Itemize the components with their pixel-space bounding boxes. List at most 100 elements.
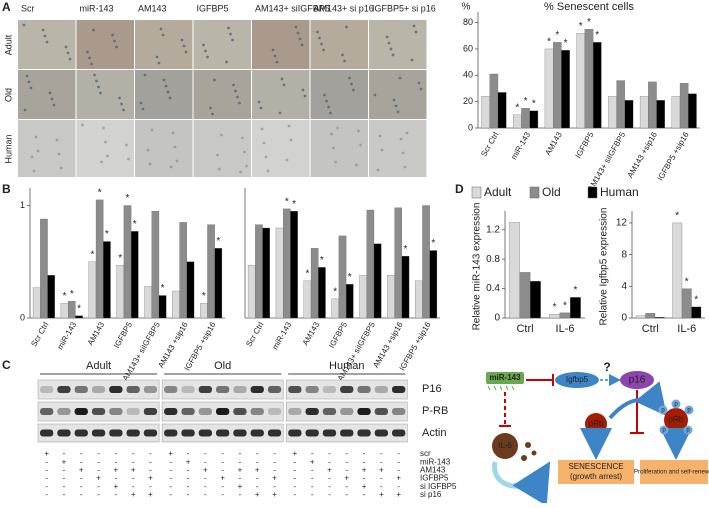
condition-cell: - [80,474,83,483]
condition-cell: - [45,490,48,499]
bar [584,29,594,129]
panel-label: D [455,182,464,196]
condition-cell: - [221,457,224,466]
bar [338,235,347,319]
cell-speck [239,170,242,174]
cell-speck [173,145,177,149]
igfbp5-label: Igfbp5 [566,375,589,384]
il6-label: IL-6 [498,441,512,450]
cell-speck [93,73,96,77]
cell-speck [164,84,168,88]
bar [509,222,520,319]
condition-cell: + [344,474,349,483]
phospho-label: p [674,402,678,408]
cell-speck [175,159,179,163]
legend-swatch [587,186,598,199]
cell-speck [373,93,377,97]
blot-band [109,386,123,393]
bar [429,250,438,319]
condition-cell: + [62,457,67,466]
significance: * [685,276,689,287]
bar [519,272,531,319]
cell-speck [343,59,346,63]
condition-cell: - [345,466,348,475]
condition-cell: + [310,457,315,466]
cell-speck [180,38,184,42]
bar [422,205,430,319]
condition-cell: - [221,482,224,491]
blot-band [198,429,212,437]
bar [123,205,132,319]
condition-cell: - [221,466,224,475]
bar [47,275,55,319]
y-axis-label: Relative Igfbp5 expression [599,208,610,326]
row-label: Human [3,134,13,163]
cell-speck [57,152,61,156]
condition-label: scr [420,449,431,458]
bar [394,207,402,319]
condition-cell: - [204,449,207,458]
cell-speck [271,48,275,52]
blot-band [392,386,406,393]
cell-speck [273,54,277,58]
condition-cell: + [327,466,332,475]
cell-speck [243,150,246,154]
diagram [486,371,692,507]
condition-cell: + [96,474,101,483]
cell-speck [213,78,216,82]
cell-speck [218,167,221,171]
micrograph [369,20,427,69]
condition-cell: + [168,449,173,458]
cell-speck [48,91,52,95]
cell-speck [23,108,27,112]
bar [116,264,125,319]
bar [656,100,665,129]
blot-band [374,429,388,437]
condition-cell: + [114,482,119,491]
y-tick-label: 40 [463,70,473,80]
condition-cell: - [132,457,135,466]
bar [303,280,312,319]
prb-phospho-label: pRb [669,415,684,424]
bar [255,224,263,319]
condition-cell: - [169,482,172,491]
cell-speck [161,33,165,37]
cell-speck [127,157,130,161]
arrow [608,381,668,420]
condition-cell: - [294,482,297,491]
blot-band [357,386,371,393]
significance: * [553,302,557,313]
cell-speck [298,37,302,41]
condition-cell: - [256,474,259,483]
x-tick-label: miR-143 [270,320,293,351]
blot-band [91,386,106,393]
condition-cell: + [255,466,260,475]
prb-phospho-node [664,408,688,432]
bar [616,80,625,129]
y-unit: % [462,2,471,13]
condition-cell: + [148,474,153,483]
feedback-arrow [492,461,551,507]
micrograph [18,20,76,69]
bar [654,317,665,319]
bar [366,209,375,319]
cell-speck [352,88,355,92]
phospho-dot [684,405,694,415]
group-label: Old [214,360,231,372]
cell-speck [260,127,264,131]
x-tick-label: IGFBP5 [112,320,134,350]
bar [688,93,697,129]
condition-cell: - [80,457,83,466]
column-label: AM143 [138,3,167,13]
cell-speck [316,30,319,34]
phospho-label: p [687,408,691,414]
phospho-label: p [662,428,666,434]
bar [331,298,340,319]
cell-speck [359,143,362,147]
cell-speck [141,107,145,111]
bar [247,264,256,319]
condition-cell: - [149,457,152,466]
cell-speck [155,55,159,59]
condition-cell: - [132,449,135,458]
significance: * [348,272,352,283]
